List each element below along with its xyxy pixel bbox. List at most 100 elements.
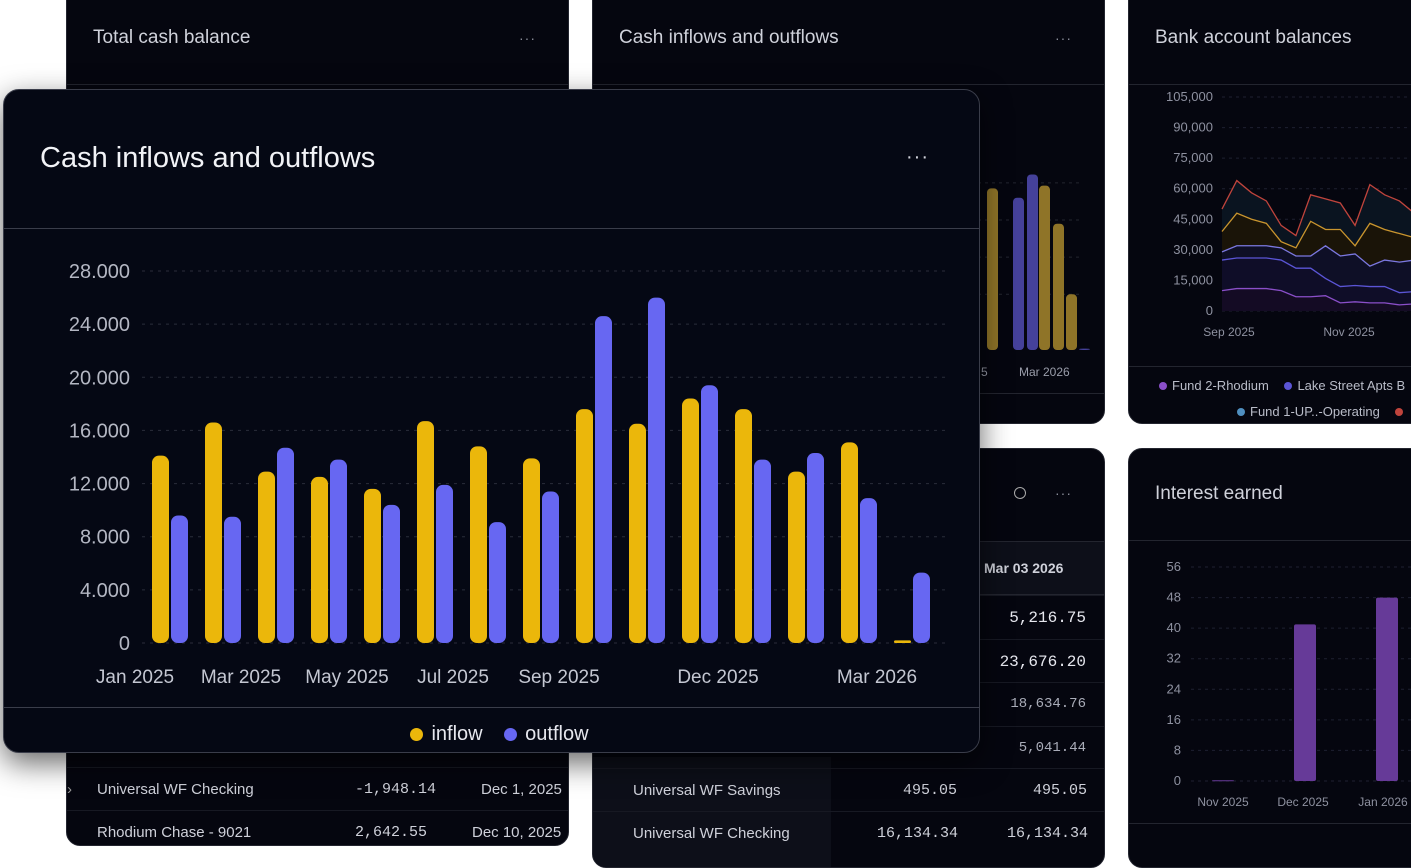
more-options-button[interactable]: ··· [1055, 485, 1072, 501]
inflow-bar [523, 458, 540, 643]
account-name: Universal WF Savings [633, 782, 781, 799]
legend-item-inflow[interactable]: inflow [394, 723, 483, 745]
cash-flow-card-expanded: Cash inflows and outflows ··· 0 4.000 8.00… [3, 89, 980, 753]
outflow-bar [913, 572, 930, 643]
legend-dot [1237, 408, 1245, 416]
divider [1129, 84, 1411, 85]
x-tick-label: Mar 2025 [201, 667, 281, 688]
inflow-bar [682, 398, 699, 643]
interest-bar [1294, 624, 1316, 781]
inflow-bar [364, 488, 381, 643]
inflow-bar [1053, 223, 1064, 350]
y-tick-label: 40 [1167, 620, 1181, 635]
x-tick-label: Jan 2025 [96, 667, 174, 688]
area-fill [1222, 288, 1411, 311]
y-tick-label: 24.000 [69, 314, 130, 336]
amount: 2,642.55 [355, 824, 428, 841]
legend-item-outflow[interactable]: outflow [488, 723, 589, 745]
outflow-bar [595, 316, 612, 643]
legend: Fund 2-Rhodium Lake Street Apts B [1147, 378, 1405, 393]
inflow-bar [735, 409, 752, 643]
legend-label: Lake Street Apts B [1297, 378, 1406, 393]
value: 495.05 [1033, 782, 1088, 799]
y-tick-label: 30,000 [1173, 242, 1213, 257]
y-tick-label: 90,000 [1173, 120, 1213, 135]
outflow-bar [807, 453, 824, 643]
y-tick-label: 24 [1167, 681, 1181, 696]
outflow-bar [171, 515, 188, 643]
inflow-bar [576, 409, 593, 643]
legend-item[interactable] [1383, 404, 1408, 419]
card-title: Cash inflows and outflows [619, 27, 839, 48]
more-options-button[interactable]: ··· [1055, 30, 1072, 46]
legend-dot [1159, 382, 1167, 390]
y-tick-label: 0 [1206, 303, 1213, 318]
divider [593, 84, 1104, 85]
value: 5,216.75 [1009, 609, 1086, 627]
legend-label: inflow [431, 723, 483, 745]
card-title: Bank account balances [1155, 27, 1352, 48]
card-title: Cash inflows and outflows [40, 142, 376, 174]
y-tick-label: 8 [1174, 742, 1181, 757]
cash-flow-bar-chart: 0 4.000 8.000 12.000 16.000 20.000 24.000 28.00… [69, 261, 946, 688]
amount: -1,948.14 [355, 781, 437, 798]
outflow-bar [383, 504, 400, 643]
interest-earned-card: Interest earned 0 8 16 24 32 40 48 56 Nov 2025 De… [1128, 448, 1411, 868]
outflow-bar [754, 459, 771, 643]
legend-dot [1395, 408, 1404, 416]
legend-item[interactable]: Fund 2-Rhodium [1147, 378, 1269, 393]
more-options-button[interactable]: ··· [519, 30, 536, 46]
legend: Fund 1-UP..-Operating [1225, 404, 1408, 419]
divider [1129, 366, 1411, 367]
y-tick-label: 105,000 [1166, 89, 1213, 104]
card-title: Interest earned [1155, 483, 1283, 504]
y-tick-label: 75,000 [1173, 150, 1213, 165]
inflow-bar [417, 421, 434, 643]
legend-item[interactable]: Fund 1-UP..-Operating [1225, 404, 1380, 419]
inflow-bar [987, 188, 998, 350]
series-line [1221, 244, 1411, 267]
outflow-bar [860, 498, 877, 643]
series-line [1221, 287, 1411, 306]
value: 23,676.20 [999, 652, 1086, 671]
y-tick-label: 48 [1167, 590, 1181, 605]
outflow-bar [1027, 174, 1038, 350]
bank-balance-area-chart: 0 15,000 30,000 45,000 60,000 75,000 90,000 105… [1166, 89, 1411, 339]
inflow-bar [311, 476, 328, 643]
legend-item[interactable]: Lake Street Apts B [1272, 378, 1405, 393]
more-options-button[interactable]: ··· [906, 146, 929, 168]
outflow-bar [648, 297, 665, 643]
y-tick-label: 0 [1174, 773, 1181, 788]
y-tick-label: 20.000 [69, 367, 130, 389]
inflow-bar [629, 423, 646, 643]
card-title: Total cash balance [93, 27, 251, 48]
table-row[interactable]: Universal WF Checking 16,134.34 16,134.3… [593, 811, 1104, 854]
legend-dot [1284, 382, 1293, 390]
y-tick-label: 32 [1167, 651, 1181, 666]
x-tick-label: Sep 2025 [1203, 325, 1255, 339]
column-header-label: Mar 03 2026 [984, 560, 1064, 576]
inflow-bar [1066, 294, 1077, 350]
legend-label: Fund 1-UP..-Operating [1250, 404, 1380, 419]
y-tick-label: 15,000 [1173, 272, 1213, 287]
search-icon[interactable] [1014, 487, 1026, 499]
series-line [1221, 212, 1411, 249]
value: 16,134.34 [877, 825, 959, 842]
table-row[interactable]: › Universal WF Checking -1,948.14 Dec 1,… [67, 767, 568, 810]
inflow-bar [258, 471, 275, 643]
x-tick-label: Jan 2026 [1358, 795, 1408, 809]
x-tick-label: Mar 2026 [837, 667, 917, 688]
table-row[interactable]: Universal WF Savings 495.05 495.05 [593, 768, 1104, 811]
outflow-bar [436, 484, 453, 643]
inflow-bar [894, 640, 911, 643]
outflow-bar [701, 385, 718, 643]
y-tick-label: 12.000 [69, 474, 130, 496]
inflow-bar [1039, 185, 1050, 350]
date: Dec 10, 2025 [472, 824, 562, 841]
x-tick-label: Dec 2025 [1277, 795, 1329, 809]
table-row[interactable]: Rhodium Chase - 9021 2,642.55 Dec 10, 20… [67, 810, 568, 845]
y-tick-label: 8.000 [80, 527, 130, 549]
chevron-right-icon[interactable]: › [67, 781, 72, 798]
interest-chart: 0 8 16 24 32 40 48 56 Nov 2025 Dec 2025 Jan 2026 [1167, 559, 1411, 809]
x-tick-label: Nov 2025 [1197, 795, 1249, 809]
